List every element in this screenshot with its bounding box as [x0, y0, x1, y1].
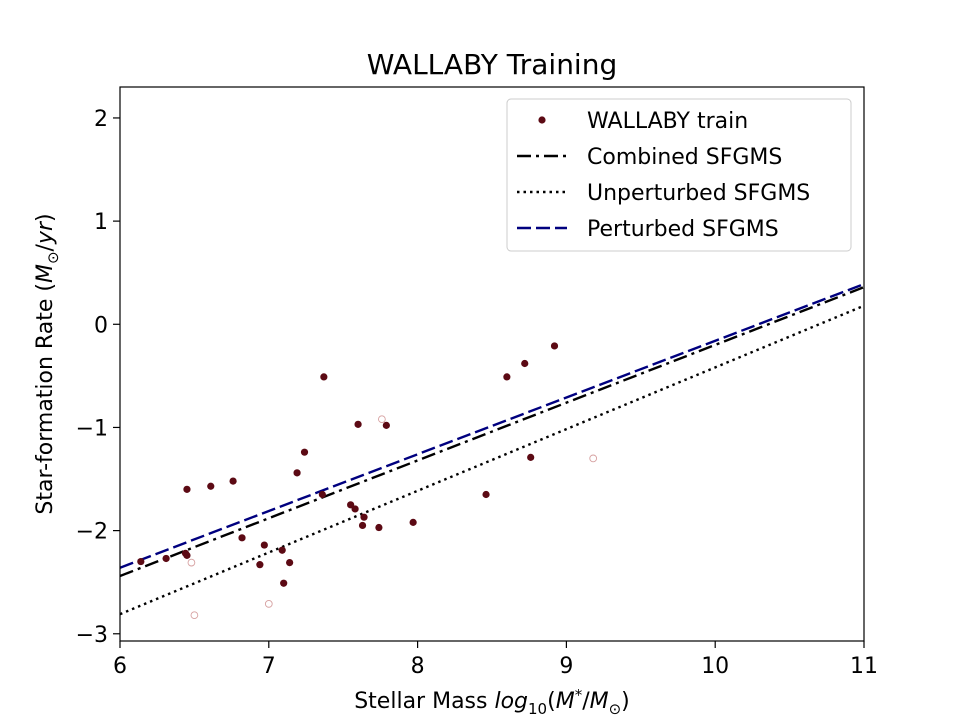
data-point	[521, 359, 529, 368]
x-tick-label: 11	[850, 654, 878, 679]
faint-data-point	[378, 415, 386, 424]
y-tick-label: −1	[76, 416, 108, 441]
data-point	[229, 477, 237, 485]
faint-data-point	[190, 611, 199, 620]
data-point	[351, 505, 359, 513]
faint-data-point	[187, 558, 196, 567]
data-point	[354, 420, 362, 428]
y-tick-label: −2	[76, 520, 108, 545]
x-axis-label-text: Stellar Mass	[354, 689, 494, 714]
legend-label: Perturbed SFGMS	[587, 217, 779, 242]
chart-title: WALLABY Training	[367, 48, 617, 81]
x-tick-label: 10	[701, 654, 729, 679]
data-point	[280, 579, 288, 587]
legend: WALLABY train Combined SFGMS Unperturbed S…	[506, 98, 852, 252]
data-point	[550, 342, 559, 350]
data-point	[278, 546, 286, 554]
faint-data-point	[264, 600, 273, 608]
plot-frame	[119, 86, 865, 642]
data-point	[527, 453, 535, 461]
data-point	[286, 558, 294, 567]
y-tick-label: 1	[94, 210, 108, 235]
y-tick-label: 0	[94, 313, 108, 338]
data-point	[482, 490, 490, 499]
data-point	[162, 554, 170, 563]
data-point	[260, 541, 268, 549]
y-tick-label: −3	[76, 623, 108, 648]
data-point	[318, 490, 326, 499]
series-line-unperturbed-sfgms	[120, 304, 864, 616]
data-point	[358, 521, 367, 530]
data-point	[503, 373, 511, 381]
faint-data-point	[589, 454, 598, 463]
y-axis-label-text: Star-formation Rate (	[33, 283, 58, 515]
series-line-perturbed-sfgms	[120, 282, 864, 569]
x-axis-label: Stellar Mass log10(M*/M⊙)	[354, 686, 630, 718]
x-tick-label: 8	[411, 654, 425, 679]
legend-label: Combined SFGMS	[587, 145, 782, 170]
data-point	[375, 523, 383, 532]
y-tick-label: 2	[94, 107, 108, 132]
series-line-combined-sfgms	[120, 286, 864, 578]
legend-label: WALLABY train	[587, 109, 748, 134]
data-point	[300, 448, 309, 456]
x-tick-label: 6	[113, 654, 127, 679]
data-point	[320, 373, 328, 381]
data-point	[293, 469, 301, 477]
x-tick-label: 9	[559, 654, 573, 679]
data-point	[183, 485, 191, 493]
data-point	[137, 557, 145, 566]
data-point	[207, 482, 215, 490]
legend-label: Unperturbed SFGMS	[587, 181, 810, 206]
data-point	[238, 534, 246, 542]
y-axis-label: Star-formation Rate (M⊙/yr)	[33, 213, 62, 514]
data-point	[382, 421, 390, 429]
data-point	[256, 561, 264, 569]
data-point	[409, 518, 417, 526]
data-point	[360, 513, 368, 521]
data-point	[183, 551, 191, 559]
x-tick-label: 7	[262, 654, 276, 679]
legend-marker	[538, 116, 546, 124]
